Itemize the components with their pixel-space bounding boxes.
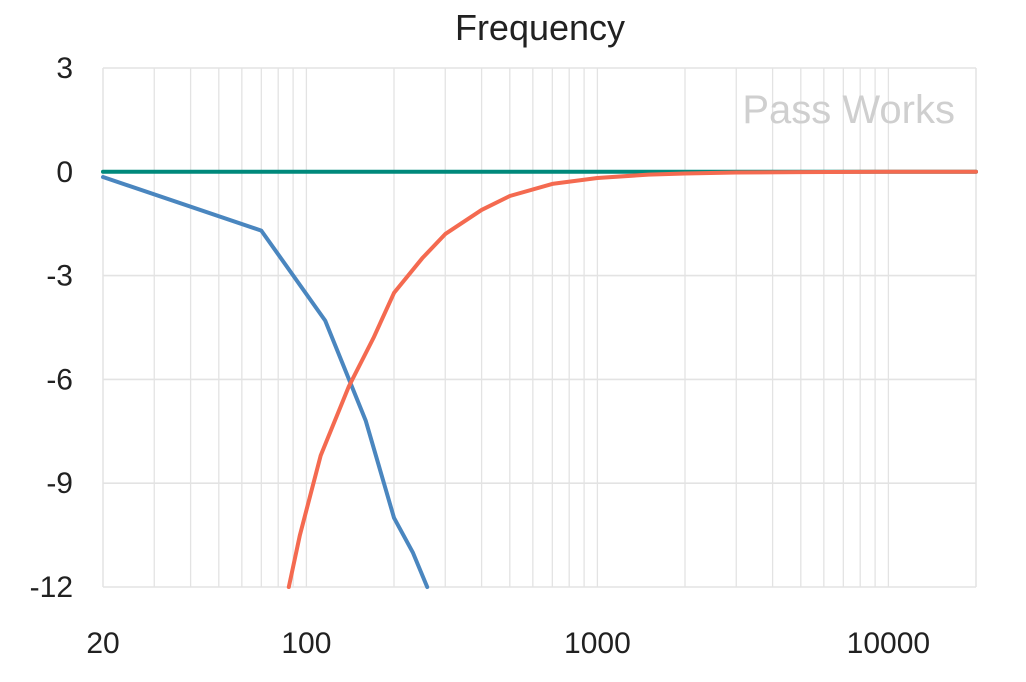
chart-title: Frequency [455,7,625,48]
y-tick-label: 3 [56,52,73,85]
y-axis-ticks: 3 0 -3 -6 -9 -12 [30,52,73,604]
y-tick-label: 0 [56,156,73,189]
chart-series [101,169,978,589]
x-tick-label: 20 [86,627,119,660]
x-tick-label: 1000 [564,627,631,660]
series-line [286,169,978,589]
x-tick-label: 10000 [847,627,930,660]
y-tick-label: -12 [30,571,73,604]
chart-annotation: Pass Works [742,88,955,132]
grid-lines [102,67,977,588]
y-tick-label: -9 [46,467,73,500]
series-line [101,175,430,589]
x-axis-ticks: 20 100 1000 10000 [86,627,930,660]
y-tick-label: -3 [46,260,73,293]
x-tick-label: 100 [281,627,331,660]
y-tick-label: -6 [46,363,73,396]
